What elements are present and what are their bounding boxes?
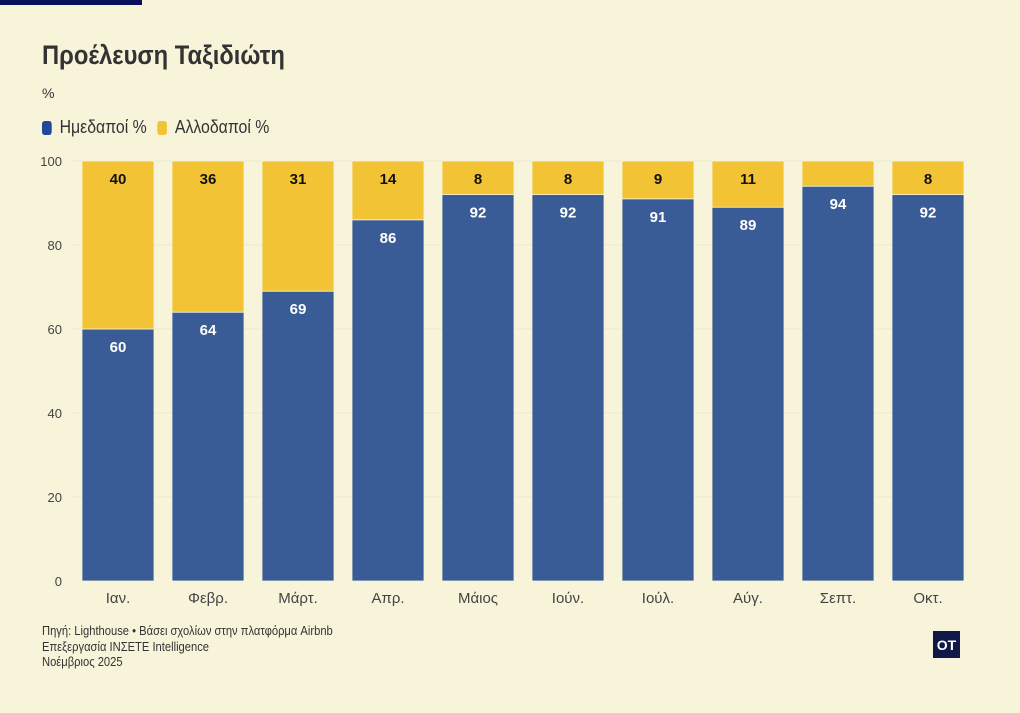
legend-label-foreign: Αλλοδαποί % (174, 117, 270, 137)
y-tick-label: 0 (55, 574, 62, 589)
data-label: 92 (920, 205, 937, 222)
ot-logo: OT (933, 631, 960, 658)
x-tick-label: Μάιος (458, 590, 498, 607)
bar-domestic (891, 194, 965, 582)
bar-foreign (621, 160, 695, 200)
legend-swatch-foreign (157, 120, 167, 135)
data-label: 31 (290, 171, 307, 188)
data-label: 11 (740, 171, 756, 188)
x-tick-label: Οκτ. (913, 590, 942, 607)
bar-foreign (801, 160, 875, 187)
data-label: 36 (200, 171, 217, 188)
y-tick-label: 40 (48, 406, 62, 421)
bar-domestic (261, 290, 335, 582)
bar-domestic (81, 328, 155, 582)
data-label: 86 (380, 230, 397, 247)
data-label: 14 (380, 171, 397, 188)
x-tick-label: Ιούν. (552, 590, 584, 607)
date-note: Νοέμβριος 2025 (42, 654, 123, 669)
bar-foreign (891, 160, 965, 195)
processing-note: Επεξεργασία INΣETE Intelligence (42, 638, 210, 654)
y-tick-label: 20 (48, 490, 62, 505)
data-label: 9 (654, 171, 662, 188)
bar-foreign (351, 160, 425, 221)
bar-domestic (351, 219, 425, 582)
data-label: 8 (564, 171, 572, 188)
x-tick-label: Φεβρ. (188, 590, 228, 607)
x-tick-label: Μάρτ. (278, 590, 318, 607)
bar-domestic (621, 198, 695, 582)
x-tick-label: Ιούλ. (642, 590, 674, 607)
legend: Ημεδαποί % Αλλοδαποί % (42, 117, 269, 138)
x-tick-label: Απρ. (371, 590, 404, 607)
bar-foreign (711, 160, 785, 208)
bar-foreign (81, 160, 155, 330)
bar-foreign (531, 160, 605, 195)
bar-domestic (441, 194, 515, 582)
data-label: 92 (560, 205, 577, 222)
legend-swatch-domestic (42, 120, 52, 135)
bar-foreign (171, 160, 245, 313)
y-tick-label: 60 (48, 322, 62, 337)
bar-domestic (531, 194, 605, 582)
y-tick-label: 100 (40, 154, 62, 169)
bar-foreign (441, 160, 515, 195)
top-accent-bar (0, 0, 142, 5)
data-label: 64 (200, 322, 217, 339)
data-label: 69 (290, 301, 307, 318)
bar-domestic (711, 206, 785, 582)
bar-foreign (261, 160, 335, 292)
data-label: 89 (740, 217, 757, 234)
data-label: 60 (110, 339, 127, 356)
source-note: Πηγή: Lighthouse • Βάσει σχολίων στην πλ… (42, 623, 333, 638)
data-label: 92 (470, 205, 487, 222)
data-label: 8 (474, 171, 482, 188)
chart-title: Προέλευση Ταξιδιώτη (42, 40, 285, 70)
footer: Πηγή: Lighthouse • Βάσει σχολίων στην πλ… (42, 623, 333, 670)
bar-domestic (801, 185, 875, 582)
logo-text: OT (936, 636, 957, 653)
x-tick-label: Αύγ. (733, 590, 763, 607)
chart-subtitle: % (42, 85, 55, 101)
data-label: 94 (830, 196, 847, 213)
data-label: 8 (924, 171, 932, 188)
data-label: 91 (650, 209, 667, 226)
legend-label-domestic: Ημεδαποί % (59, 117, 147, 137)
x-tick-label: Σεπτ. (820, 590, 856, 607)
y-tick-label: 80 (48, 238, 62, 253)
data-label: 40 (110, 171, 127, 188)
x-tick-label: Ιαν. (106, 590, 131, 607)
bar-domestic (171, 311, 245, 582)
